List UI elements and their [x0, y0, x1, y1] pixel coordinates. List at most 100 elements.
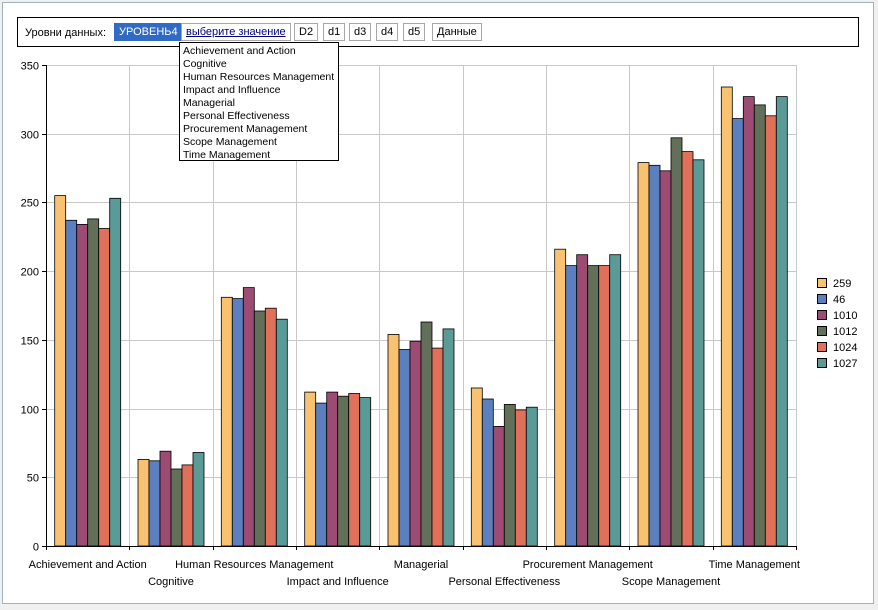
bar-1010: [159, 450, 172, 547]
bar-1012: [753, 104, 766, 547]
legend-label: 259: [833, 278, 852, 290]
bar-259: [137, 458, 150, 547]
bar-1024: [348, 393, 361, 547]
dropdown-option[interactable]: Personal Effectiveness: [183, 110, 290, 122]
bar-1012: [170, 468, 183, 547]
bar-1010: [742, 96, 755, 547]
dropdown-option[interactable]: Achievement and Action: [183, 45, 296, 57]
bar-259: [220, 296, 233, 547]
y-tick-label: 100: [21, 405, 39, 417]
bar-1010: [576, 254, 589, 547]
bar-1024: [181, 464, 194, 547]
x-category-label: Procurement Management: [523, 559, 653, 571]
x-category-label: Human Resources Management: [175, 559, 333, 571]
data-levels-toolbar: Уровни данных: УРОВЕНЬ4 выберите значени…: [17, 17, 859, 47]
y-tick-label: 250: [21, 198, 39, 210]
bar-1012: [337, 395, 350, 547]
y-tick-label: 200: [21, 267, 39, 279]
bar-1027: [359, 397, 372, 547]
bar-1024: [98, 228, 111, 547]
dropdown-option[interactable]: Scope Management: [183, 136, 277, 148]
bar-1024: [514, 409, 527, 547]
dropdown-option[interactable]: Managerial: [183, 97, 235, 109]
x-category-label: Achievement and Action: [29, 559, 147, 571]
y-tick-label: 300: [21, 130, 39, 142]
y-tick-label: 0: [33, 542, 39, 554]
bar-1010: [492, 425, 505, 547]
dropdown-option[interactable]: Cognitive: [183, 58, 227, 70]
chart-legend: 259 46 1010 1012 1024 1027: [817, 277, 857, 373]
legend-item: 1024: [817, 341, 857, 357]
y-tick-label: 350: [21, 61, 39, 73]
bar-46: [398, 349, 411, 547]
select-value-dropdown[interactable]: выберите значение: [181, 23, 291, 41]
bar-1027: [192, 452, 205, 547]
bar-1024: [598, 265, 611, 547]
legend-swatch: [817, 342, 827, 352]
bar-1010: [659, 170, 672, 547]
chip-d3[interactable]: d3: [349, 23, 372, 41]
bar-1027: [692, 159, 705, 547]
bar-1012: [670, 137, 683, 547]
x-category-label: Time Management: [709, 559, 800, 571]
legend-label: 46: [833, 294, 846, 306]
level-chip[interactable]: УРОВЕНЬ4: [114, 23, 183, 41]
legend-label: 1027: [833, 358, 858, 370]
data-levels-label: Уровни данных:: [25, 27, 106, 39]
dropdown-option[interactable]: Time Management: [183, 149, 271, 161]
bar-46: [148, 460, 161, 547]
bar-1010: [76, 223, 89, 547]
dropdown-option[interactable]: Impact and Influence: [183, 84, 281, 96]
bar-259: [470, 387, 483, 547]
bar-1012: [420, 321, 433, 547]
bar-259: [720, 86, 733, 547]
legend-item: 259: [817, 277, 857, 293]
bar-1024: [681, 151, 694, 547]
x-category-label: Cognitive: [148, 576, 194, 588]
bar-1010: [326, 391, 339, 547]
legend-label: 1010: [833, 310, 858, 322]
dropdown-option[interactable]: Procurement Management: [183, 123, 308, 135]
bar-46: [565, 265, 578, 547]
legend-swatch: [817, 310, 827, 320]
bar-1024: [264, 307, 277, 547]
bar-1027: [525, 406, 538, 547]
bar-1012: [587, 265, 600, 547]
dropdown-option[interactable]: Human Resources Management: [183, 71, 335, 83]
x-category-label: Personal Effectiveness: [448, 576, 560, 588]
chip-d1[interactable]: d1: [323, 23, 346, 41]
bar-46: [315, 402, 328, 547]
bar-46: [481, 398, 494, 547]
legend-swatch: [817, 294, 827, 304]
legend-swatch: [817, 278, 827, 288]
legend-item: 46: [817, 293, 857, 309]
chip-d4[interactable]: d4: [376, 23, 399, 41]
bar-46: [65, 219, 78, 547]
x-category-label: Scope Management: [622, 576, 720, 588]
bar-1027: [609, 254, 622, 547]
chip-data[interactable]: Данные: [432, 23, 482, 41]
x-category-label: Managerial: [394, 559, 448, 571]
bar-1012: [87, 218, 100, 547]
legend-label: 1024: [833, 342, 858, 354]
x-category-label: Impact and Influence: [287, 576, 389, 588]
bar-259: [304, 391, 317, 547]
bar-1010: [242, 287, 255, 547]
chip-d2[interactable]: D2: [294, 23, 319, 41]
value-dropdown-list: Achievement and Action Cognitive Human R…: [179, 42, 339, 161]
bar-46: [231, 298, 244, 547]
bar-1027: [109, 197, 122, 547]
bar-1010: [409, 340, 422, 547]
bar-1024: [431, 347, 444, 547]
bar-259: [554, 248, 567, 547]
chip-d5[interactable]: d5: [403, 23, 426, 41]
bar-259: [54, 195, 67, 547]
legend-item: 1012: [817, 325, 857, 341]
bar-1027: [442, 328, 455, 547]
bar-46: [731, 118, 744, 547]
bar-1012: [253, 310, 266, 547]
bar-1012: [503, 403, 516, 547]
bar-46: [648, 164, 661, 547]
bar-259: [387, 333, 400, 547]
